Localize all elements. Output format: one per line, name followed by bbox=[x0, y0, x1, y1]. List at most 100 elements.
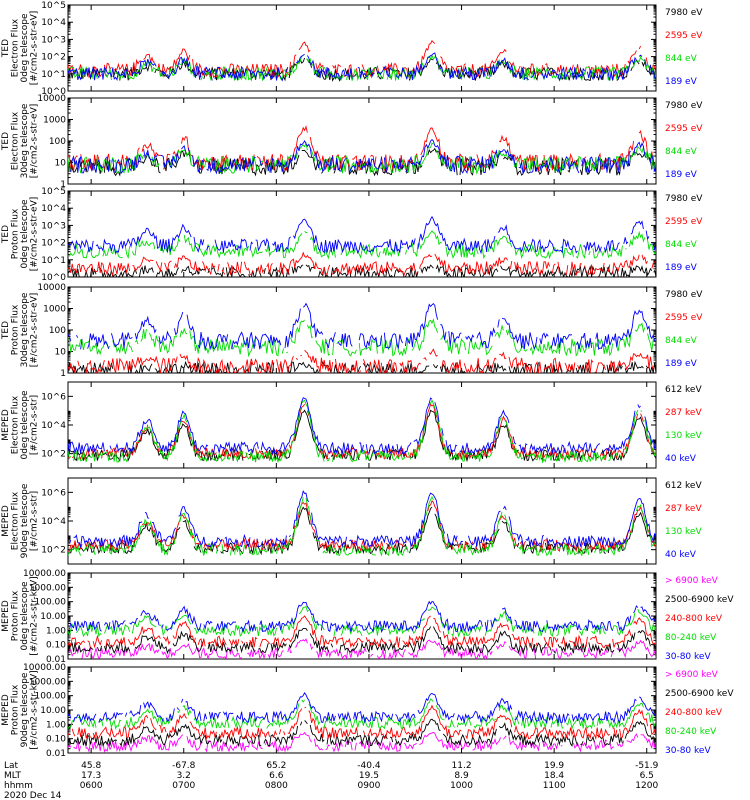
legend-entry: 40 keV bbox=[665, 454, 697, 464]
y-tick-label: 0.01 bbox=[46, 655, 66, 665]
y-tick-label: 100 bbox=[49, 137, 66, 147]
series-trace-5 bbox=[68, 692, 656, 725]
y-axis-label-line: Electron Flux bbox=[11, 111, 21, 170]
panel-frame bbox=[67, 477, 657, 565]
panel-4: 10000 1000 100 10 1 TEDProton Flux30deg teles… bbox=[1, 283, 703, 379]
y-tick-label: 10^5 bbox=[41, 187, 66, 197]
y-tick-label: 0.01 bbox=[46, 749, 66, 759]
y-tick-label: 10 bbox=[55, 159, 67, 169]
y-axis-label: TEDElectron Flux0deg telescope[#/cm2-s-s… bbox=[1, 11, 40, 86]
x-tick-label: 0800 bbox=[265, 781, 288, 791]
series-trace-1 bbox=[68, 360, 656, 373]
series-trace-1 bbox=[68, 57, 656, 82]
legend-entry: 240-800 keV bbox=[665, 708, 723, 718]
y-tick-label: 1000.00 bbox=[29, 583, 66, 593]
y-axis-label-line: MEPED bbox=[1, 505, 11, 537]
y-tick-label: 10000.00 bbox=[23, 663, 66, 673]
panel-data bbox=[68, 125, 656, 177]
y-tick-label: 10.00 bbox=[40, 612, 66, 622]
panel-data bbox=[68, 215, 656, 277]
x-row-label: MLT bbox=[4, 771, 22, 781]
y-tick-label: 10000 bbox=[37, 283, 66, 293]
x-tick-label: 1000 bbox=[450, 781, 473, 791]
y-tick-label: 1.00 bbox=[46, 626, 66, 636]
legend-entry: 612 keV bbox=[665, 481, 702, 491]
x-tick-label: 0600 bbox=[80, 781, 103, 791]
y-axis-label: MEPEDElectron Flux0deg telescope[#/cm2-s… bbox=[1, 390, 40, 460]
panel-frame bbox=[67, 4, 657, 92]
legend-entry: 2595 eV bbox=[665, 217, 703, 227]
y-axis-label-line: 0deg telescope bbox=[20, 13, 30, 83]
y-axis-label-line: MEPED bbox=[1, 600, 11, 632]
series-trace-1 bbox=[68, 731, 656, 753]
y-axis-label-line: TED bbox=[1, 132, 11, 151]
y-axis-label-line: 0deg telescope bbox=[20, 581, 30, 651]
series-trace-3 bbox=[68, 399, 656, 464]
x-tick-label: 11.2 bbox=[452, 761, 472, 771]
series-trace-3 bbox=[68, 54, 656, 82]
legend-entry: 189 eV bbox=[665, 77, 698, 87]
y-tick-label: 10^2 bbox=[41, 53, 66, 63]
legend-entry: 30-80 keV bbox=[665, 746, 711, 756]
panel-data bbox=[68, 397, 656, 464]
x-tick-label: 1200 bbox=[635, 781, 658, 791]
y-tick-label: 10^4 bbox=[41, 204, 66, 214]
panel-data bbox=[68, 600, 656, 659]
y-axis-label-line: Electron Flux bbox=[11, 18, 21, 77]
legend-entry: 40 keV bbox=[665, 550, 697, 560]
y-axis-label: TEDProton Flux30deg telescope[#/cm2-s-st… bbox=[1, 292, 40, 367]
x-row-label: Lat bbox=[4, 761, 19, 771]
panel-data bbox=[68, 302, 656, 373]
y-axis-label: TEDElectron Flux30deg telescope[#/cm2-s-… bbox=[1, 103, 40, 178]
series-trace-1 bbox=[68, 638, 656, 659]
y-axis-label-line: [#/cm2-s-str-keV] bbox=[30, 576, 40, 655]
x-tick-label: 0700 bbox=[172, 781, 195, 791]
y-axis-label-line: TED bbox=[1, 225, 11, 244]
y-axis-label-line: MEPED bbox=[1, 409, 11, 441]
series-trace-2 bbox=[68, 626, 656, 655]
panel-data bbox=[68, 490, 656, 557]
y-axis-label-line: MEPED bbox=[1, 694, 11, 726]
legend-entry: 844 eV bbox=[665, 54, 698, 64]
legend-entry: 7980 eV bbox=[665, 194, 703, 204]
x-tick-label: -40.4 bbox=[357, 761, 381, 771]
legend-entry: 130 keV bbox=[665, 527, 702, 537]
series-trace-3 bbox=[68, 230, 656, 260]
x-tick-label: 1100 bbox=[543, 781, 566, 791]
x-tick-label: 65.2 bbox=[266, 761, 286, 771]
series-trace-3 bbox=[68, 495, 656, 557]
series-trace-4 bbox=[68, 215, 656, 255]
x-row-label: hhmm bbox=[4, 781, 33, 791]
legend-entry: 240-800 keV bbox=[665, 614, 723, 624]
series-trace-4 bbox=[68, 52, 656, 82]
legend-entry: 7980 eV bbox=[665, 101, 703, 111]
legend-entry: 189 eV bbox=[665, 263, 698, 273]
y-axis-label-line: [#/cm2-s-str-eV] bbox=[30, 104, 40, 179]
panel-7: 10000.00 1000.00 100.00 10.00 1.00 0.10 0.01 ME… bbox=[1, 569, 734, 665]
legend-entry: 80-240 keV bbox=[665, 633, 717, 643]
y-tick-label: 10.00 bbox=[40, 706, 66, 716]
y-axis-label-line: [#/cm2-s-str-eV] bbox=[30, 197, 40, 272]
y-tick-label: 10^2 bbox=[41, 239, 66, 249]
legend-entry: 612 keV bbox=[665, 385, 702, 395]
y-axis-label-line: 0deg telescope bbox=[20, 199, 30, 269]
y-axis-label-line: 30deg telescope bbox=[20, 292, 30, 367]
y-axis-label-line: [#/cm2-s-str] bbox=[30, 491, 40, 551]
x-tick-label: 19.5 bbox=[359, 771, 379, 781]
legend-entry: > 6900 keV bbox=[665, 576, 719, 586]
y-tick-label: 10^6 bbox=[41, 488, 66, 498]
panel-8: 10000.00 1000.00 100.00 10.00 1.00 0.10 0.01 ME… bbox=[1, 663, 734, 759]
series-trace-3 bbox=[68, 704, 656, 741]
series-trace-5 bbox=[68, 600, 656, 634]
y-tick-label: 10 bbox=[55, 348, 67, 358]
x-tick-label: -67.8 bbox=[172, 761, 196, 771]
legend-entry: 287 keV bbox=[665, 504, 702, 514]
x-tick-label: 18.4 bbox=[544, 771, 564, 781]
x-tick-label: 19.9 bbox=[544, 761, 564, 771]
panel-frame bbox=[67, 190, 657, 278]
legend-entry: 844 eV bbox=[665, 240, 698, 250]
y-tick-label: 0.10 bbox=[46, 641, 66, 651]
y-tick-label: 1 bbox=[60, 180, 66, 190]
